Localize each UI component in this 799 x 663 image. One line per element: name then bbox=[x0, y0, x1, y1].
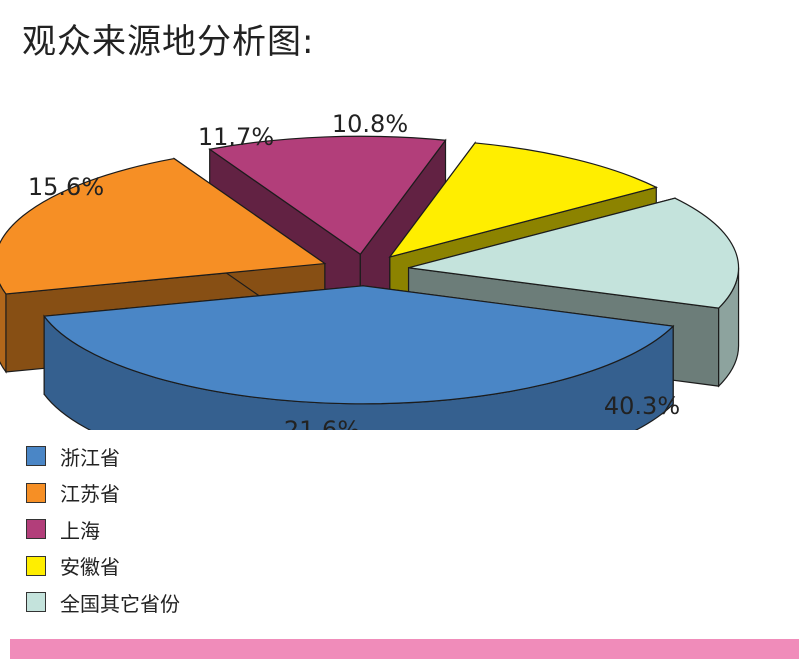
legend-item-2: 江苏省 bbox=[26, 475, 180, 512]
data-label-slice-3: 11.7% bbox=[198, 123, 274, 151]
pie-chart: 40.3% 21.6% 11.7% 10.8% 15.6% bbox=[0, 110, 740, 430]
chart-title: 观众来源地分析图: bbox=[22, 22, 315, 62]
slice-top bbox=[208, 135, 447, 256]
legend-swatch bbox=[26, 519, 46, 540]
legend-label: 上海 bbox=[60, 518, 100, 543]
legend-swatch bbox=[26, 446, 46, 467]
footer-bar bbox=[10, 639, 799, 659]
legend-swatch bbox=[26, 555, 46, 576]
data-label-slice-5: 15.6% bbox=[28, 173, 104, 201]
legend-item-1: 浙江省 bbox=[26, 438, 180, 475]
legend-label: 江苏省 bbox=[60, 482, 120, 507]
slice-outer-wall bbox=[0, 283, 7, 374]
legend-label: 全国其它省份 bbox=[60, 591, 180, 616]
data-label-slice-1: 40.3% bbox=[604, 392, 680, 420]
data-label-slice-4: 10.8% bbox=[332, 110, 408, 138]
legend-swatch bbox=[26, 482, 46, 503]
legend-swatch bbox=[26, 592, 46, 613]
slice-top bbox=[0, 157, 327, 295]
slice-top bbox=[43, 285, 675, 405]
pie-slice-slice-1 bbox=[43, 285, 675, 430]
data-label-slice-2: 21.6% bbox=[284, 416, 360, 430]
legend-item-5: 全国其它省份 bbox=[26, 584, 180, 621]
legend-label: 安徽省 bbox=[60, 555, 120, 580]
legend: 浙江省江苏省上海安徽省全国其它省份 bbox=[26, 438, 180, 621]
legend-item-3: 上海 bbox=[26, 511, 180, 548]
slice-top bbox=[408, 197, 740, 309]
slice-top bbox=[388, 142, 659, 258]
legend-item-4: 安徽省 bbox=[26, 548, 180, 585]
legend-label: 浙江省 bbox=[60, 445, 120, 470]
